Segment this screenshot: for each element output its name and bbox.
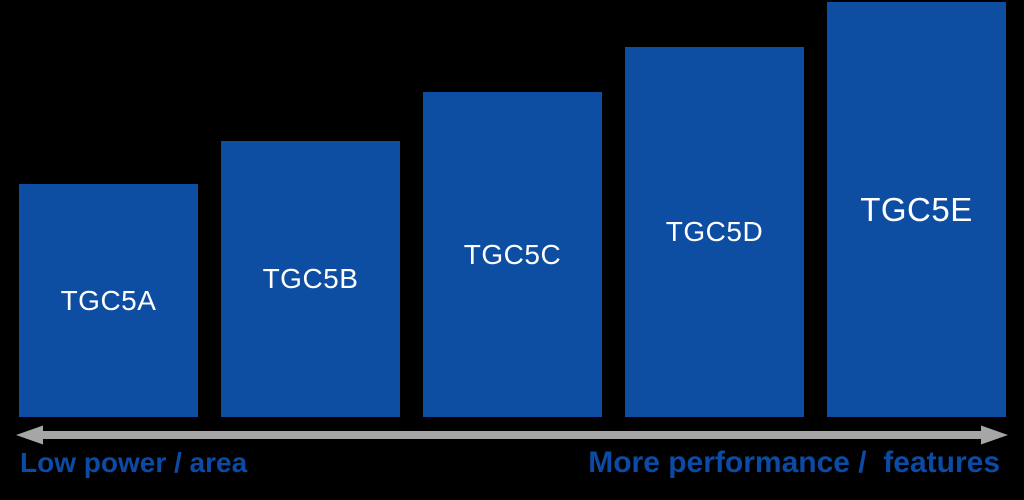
arrow-head-right-icon [981, 425, 1008, 445]
bar-tgc5a: TGC5A [19, 184, 198, 417]
bar-tgc5d: TGC5D [625, 46, 804, 417]
bidirectional-arrow [16, 425, 1008, 445]
bar-label-tgc5b: TGC5B [262, 263, 359, 295]
bar-tgc5e: TGC5E [827, 2, 1006, 417]
axis-label-more-performance: More performance / features [588, 446, 1000, 479]
bar-label-tgc5a: TGC5A [60, 284, 157, 316]
bar-group: TGC5A TGC5B TGC5C TGC5D TGC5E [19, 2, 1006, 417]
bar-label-tgc5e: TGC5E [860, 190, 973, 228]
arrow-head-left-icon [16, 425, 43, 445]
bar-label-tgc5c: TGC5C [463, 238, 562, 270]
bar-label-tgc5d: TGC5D [665, 215, 764, 247]
axis-annotations: Low power / area More performance / feat… [20, 448, 1000, 478]
bar-tgc5b: TGC5B [221, 141, 400, 417]
bar-tgc5c: TGC5C [423, 92, 602, 417]
axis-label-low-power: Low power / area [20, 447, 248, 478]
